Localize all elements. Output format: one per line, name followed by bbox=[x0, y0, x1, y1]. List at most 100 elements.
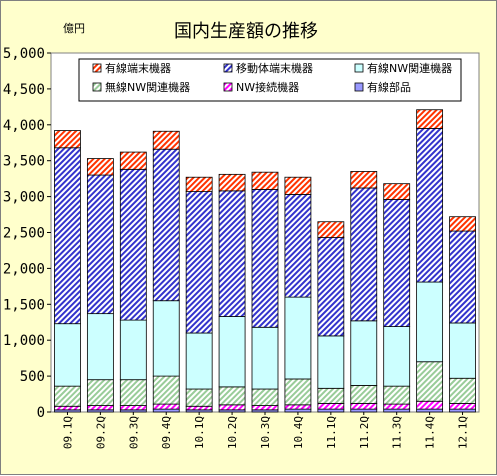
y-tick-label: 3,000 bbox=[3, 190, 45, 206]
bar-segment bbox=[416, 127, 444, 283]
bar-segment bbox=[218, 404, 246, 411]
bar-segment bbox=[317, 402, 345, 410]
x-tick-label: 11.2Q bbox=[358, 416, 371, 449]
bar-segment bbox=[350, 385, 378, 404]
bar-segment bbox=[119, 405, 147, 411]
bar-segment bbox=[152, 403, 180, 410]
bar-segment bbox=[317, 237, 345, 337]
bar-segment bbox=[54, 323, 81, 387]
bar-segment bbox=[152, 148, 180, 302]
bar-segment bbox=[350, 402, 378, 410]
x-tick-label: 09.3Q bbox=[127, 416, 140, 449]
y-axis-unit-label: 億円 bbox=[63, 22, 85, 35]
x-tick-label: 11.3Q bbox=[391, 416, 404, 449]
bar-segment bbox=[86, 158, 114, 176]
bar-segment bbox=[185, 388, 213, 407]
bar-segment bbox=[350, 187, 378, 322]
legend-label: 無線NW関連機器 bbox=[105, 80, 190, 94]
chart-title: 国内生産額の推移 bbox=[174, 21, 318, 42]
bar-segment bbox=[284, 296, 312, 380]
x-tick-label: 10.4Q bbox=[292, 416, 305, 449]
y-tick-label: 3,500 bbox=[3, 154, 45, 170]
bar-segment bbox=[383, 408, 411, 413]
bar-segment bbox=[86, 405, 114, 411]
y-tick-label: 2,500 bbox=[3, 226, 45, 242]
bar-segment bbox=[218, 190, 246, 317]
bar-segment bbox=[185, 332, 213, 390]
legend-box bbox=[78, 58, 462, 102]
bar-segment bbox=[383, 183, 411, 200]
bar-segment bbox=[449, 322, 476, 379]
bar-segment bbox=[251, 388, 279, 406]
bar-segment bbox=[251, 326, 279, 390]
y-tick-label: 0 bbox=[37, 405, 45, 421]
bar-segment bbox=[317, 335, 345, 389]
bar-segment bbox=[152, 375, 180, 405]
legend-swatch bbox=[354, 63, 364, 73]
legend-swatch bbox=[354, 82, 364, 92]
legend-label: 有線NW関連機器 bbox=[367, 61, 452, 75]
bar-segment bbox=[218, 316, 246, 388]
bar-segment bbox=[86, 379, 114, 406]
bars bbox=[54, 109, 476, 413]
y-tick-label: 4,000 bbox=[3, 118, 45, 134]
bar-segment bbox=[383, 403, 411, 410]
bar-segment bbox=[383, 326, 411, 387]
x-tick-label: 10.3Q bbox=[259, 416, 272, 449]
bar-segment bbox=[86, 174, 114, 315]
bar-segment bbox=[54, 130, 81, 149]
bar-segment bbox=[218, 386, 246, 406]
bar-segment bbox=[152, 300, 180, 377]
x-tick-label: 11.1Q bbox=[325, 416, 338, 449]
bar-segment bbox=[416, 281, 444, 363]
bar-segment bbox=[54, 385, 81, 407]
y-tick-label: 1,500 bbox=[3, 297, 45, 313]
bar-segment bbox=[119, 379, 147, 406]
x-axis: 09.1Q 09.2Q 09.3Q 09.4Q 10.1Q 10.2Q 10.3Q 10.4Q… bbox=[61, 412, 470, 449]
legend-swatch bbox=[223, 63, 233, 73]
y-tick-label: 2,000 bbox=[3, 261, 45, 277]
y-tick-label: 5,000 bbox=[3, 46, 45, 62]
bar-segment bbox=[119, 168, 147, 321]
bar-segment bbox=[416, 400, 444, 410]
bar-segment bbox=[449, 230, 476, 324]
bar-segment bbox=[317, 408, 345, 413]
bar-segment bbox=[218, 173, 246, 192]
bar-segment bbox=[416, 361, 444, 402]
bar-segment bbox=[185, 191, 213, 334]
bar-segment bbox=[317, 221, 345, 238]
bar-segment bbox=[119, 319, 147, 381]
bar-segment bbox=[284, 408, 312, 413]
bar-segment bbox=[251, 405, 279, 411]
bar-segment bbox=[185, 176, 213, 192]
bar-segment bbox=[350, 408, 378, 413]
x-tick-label: 09.2Q bbox=[94, 416, 107, 449]
bar-segment bbox=[449, 216, 476, 232]
legend-swatch bbox=[223, 82, 233, 92]
x-tick-label: 09.4Q bbox=[160, 416, 173, 449]
x-tick-label: 11.4Q bbox=[424, 416, 437, 449]
bar-segment bbox=[449, 402, 476, 410]
x-tick-label: 09.1Q bbox=[61, 416, 74, 449]
legend-swatch bbox=[92, 63, 102, 73]
bar-segment bbox=[119, 151, 147, 170]
bar-segment bbox=[251, 189, 279, 328]
bar-segment bbox=[54, 405, 81, 411]
legend-label: 有線部品 bbox=[367, 80, 411, 94]
bar-segment bbox=[317, 387, 345, 404]
legend-label: NW接続機器 bbox=[236, 80, 299, 94]
y-tick-label: 500 bbox=[20, 369, 45, 385]
legend-swatch bbox=[92, 82, 102, 92]
legend-label: 移動体端末機器 bbox=[236, 61, 313, 75]
x-tick-label: 10.1Q bbox=[193, 416, 206, 449]
bar-segment bbox=[284, 404, 312, 410]
bar-segment bbox=[152, 130, 180, 150]
bar-segment bbox=[383, 199, 411, 327]
bar-segment bbox=[284, 378, 312, 406]
bar-segment bbox=[152, 408, 180, 413]
legend-label: 有線端末機器 bbox=[105, 61, 171, 75]
x-tick-label: 10.2Q bbox=[226, 416, 239, 449]
